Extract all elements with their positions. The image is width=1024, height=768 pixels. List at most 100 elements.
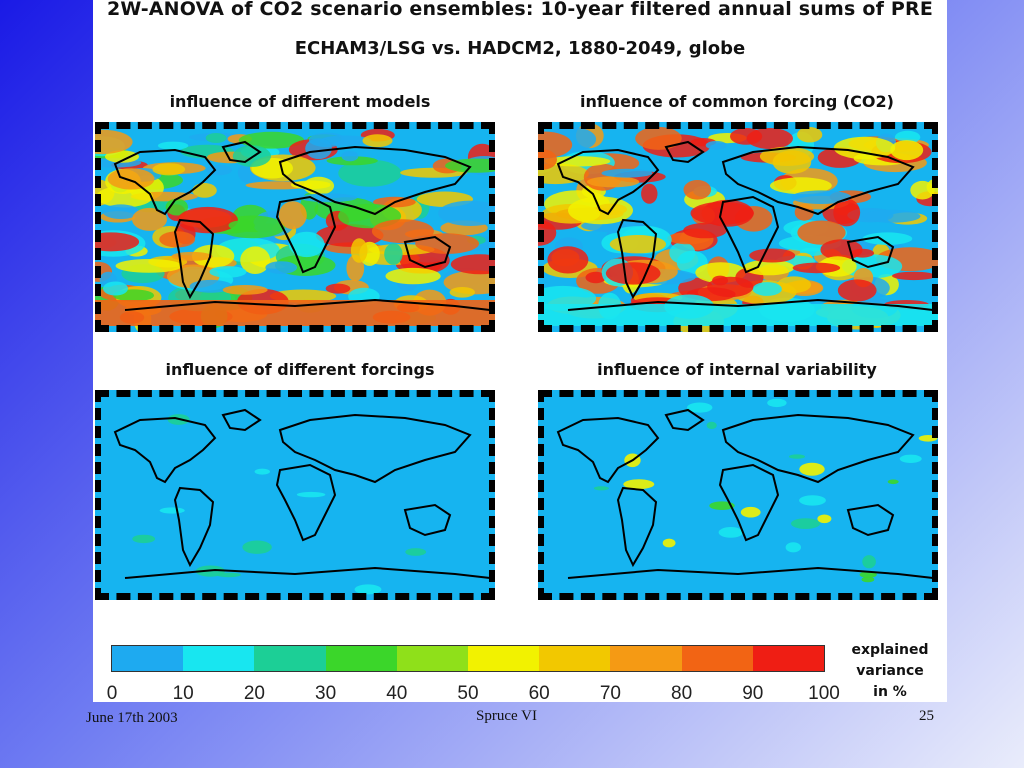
field-band <box>538 304 938 326</box>
field-patch <box>899 454 922 463</box>
field-patch <box>743 259 795 276</box>
field-patch <box>238 131 305 149</box>
coastline <box>403 235 452 269</box>
page-number: 25 <box>919 708 934 724</box>
field-patch <box>165 198 188 216</box>
field-patch <box>103 281 128 296</box>
field-patch <box>709 501 735 510</box>
slide-title: 2W-ANOVA of CO2 scenario ensembles: 10-y… <box>106 0 934 20</box>
map-field <box>95 128 495 332</box>
field-patch <box>107 168 155 190</box>
coastline <box>124 566 491 579</box>
legend-tick-label: 80 <box>671 683 693 704</box>
coastline <box>846 235 895 269</box>
coastline <box>664 140 705 164</box>
coastline <box>278 145 472 216</box>
field-patch <box>354 584 382 595</box>
field-patch <box>792 262 841 274</box>
coastline <box>275 195 337 274</box>
field-patch <box>547 246 589 274</box>
coastline <box>113 416 217 484</box>
field-patch <box>752 282 782 296</box>
field-patch <box>785 542 801 553</box>
field-patch <box>791 518 821 529</box>
field-patch <box>833 198 861 227</box>
field-patch <box>662 538 676 548</box>
field-patch <box>115 259 183 273</box>
coastline <box>721 145 915 216</box>
coastline <box>556 416 660 484</box>
field-patch <box>132 534 156 544</box>
field-patch <box>254 468 270 475</box>
field-patch <box>296 491 326 498</box>
map-different-models <box>95 122 495 332</box>
field-patch <box>350 238 368 263</box>
footer-center: Spruce VI <box>476 708 537 724</box>
field-patch <box>95 129 133 155</box>
field-patch <box>209 266 247 278</box>
legend-tick-label: 70 <box>599 683 621 704</box>
field-patch <box>706 421 717 429</box>
field-patch <box>152 163 186 176</box>
field-patch <box>767 398 787 408</box>
field-patch <box>623 479 655 490</box>
field-patch <box>385 267 441 285</box>
legend-swatch <box>112 646 184 671</box>
field-patch <box>362 134 393 148</box>
map-title-internal: influence of internal variability <box>597 360 877 379</box>
field-patch <box>609 235 666 254</box>
field-patch <box>585 271 607 284</box>
map-internal-variability <box>538 390 938 600</box>
field-patch <box>705 140 727 150</box>
caption-line: in % <box>873 684 907 700</box>
coastline <box>113 148 217 216</box>
field-patch <box>228 220 255 231</box>
field-patch <box>892 271 936 281</box>
field-patch <box>862 232 913 245</box>
field-patch <box>305 138 332 159</box>
field-patch <box>687 402 713 413</box>
field-patch <box>850 248 875 258</box>
legend-tick-label: 0 <box>106 683 118 704</box>
coastline <box>664 408 705 432</box>
coastline <box>721 413 915 484</box>
field-patch <box>450 254 495 275</box>
legend-tick-label: 30 <box>315 683 337 704</box>
legend-swatch <box>752 646 825 671</box>
legend-swatch <box>325 646 397 671</box>
field-patch <box>96 185 153 208</box>
caption-line: explained <box>851 642 929 658</box>
map-title-models: influence of different models <box>169 92 431 111</box>
legend-swatch <box>610 646 682 671</box>
field-patch <box>171 251 213 261</box>
field-patch <box>799 495 826 506</box>
coastline <box>567 566 934 579</box>
coastline <box>275 463 337 542</box>
field-patch <box>894 130 921 144</box>
field-patch <box>833 136 896 160</box>
caption-line: variance <box>856 663 924 679</box>
field-patch <box>159 507 185 514</box>
coastline <box>718 463 780 542</box>
coastline <box>173 486 215 568</box>
field-patch <box>341 151 359 162</box>
legend-tick-label: 50 <box>457 683 479 704</box>
field-patch <box>635 126 682 150</box>
field-patch <box>862 555 876 569</box>
field-patch <box>683 222 727 239</box>
slide-subtitle: ECHAM3/LSG vs. HADCM2, 1880-2049, globe <box>294 38 746 59</box>
coastline <box>173 218 215 300</box>
coastline <box>567 298 934 311</box>
field-patch <box>601 168 653 178</box>
field-patch <box>177 206 238 234</box>
coastline <box>616 218 658 300</box>
field-patch <box>718 527 743 538</box>
map-title-co2: influence of common forcing (CO2) <box>580 92 894 111</box>
field-patch <box>102 204 140 219</box>
field-patch <box>319 135 372 146</box>
field-patch <box>325 283 351 294</box>
coastline <box>403 503 452 537</box>
field-patch <box>707 276 754 298</box>
coastline <box>221 408 262 432</box>
legend-tick-label: 100 <box>808 683 840 704</box>
